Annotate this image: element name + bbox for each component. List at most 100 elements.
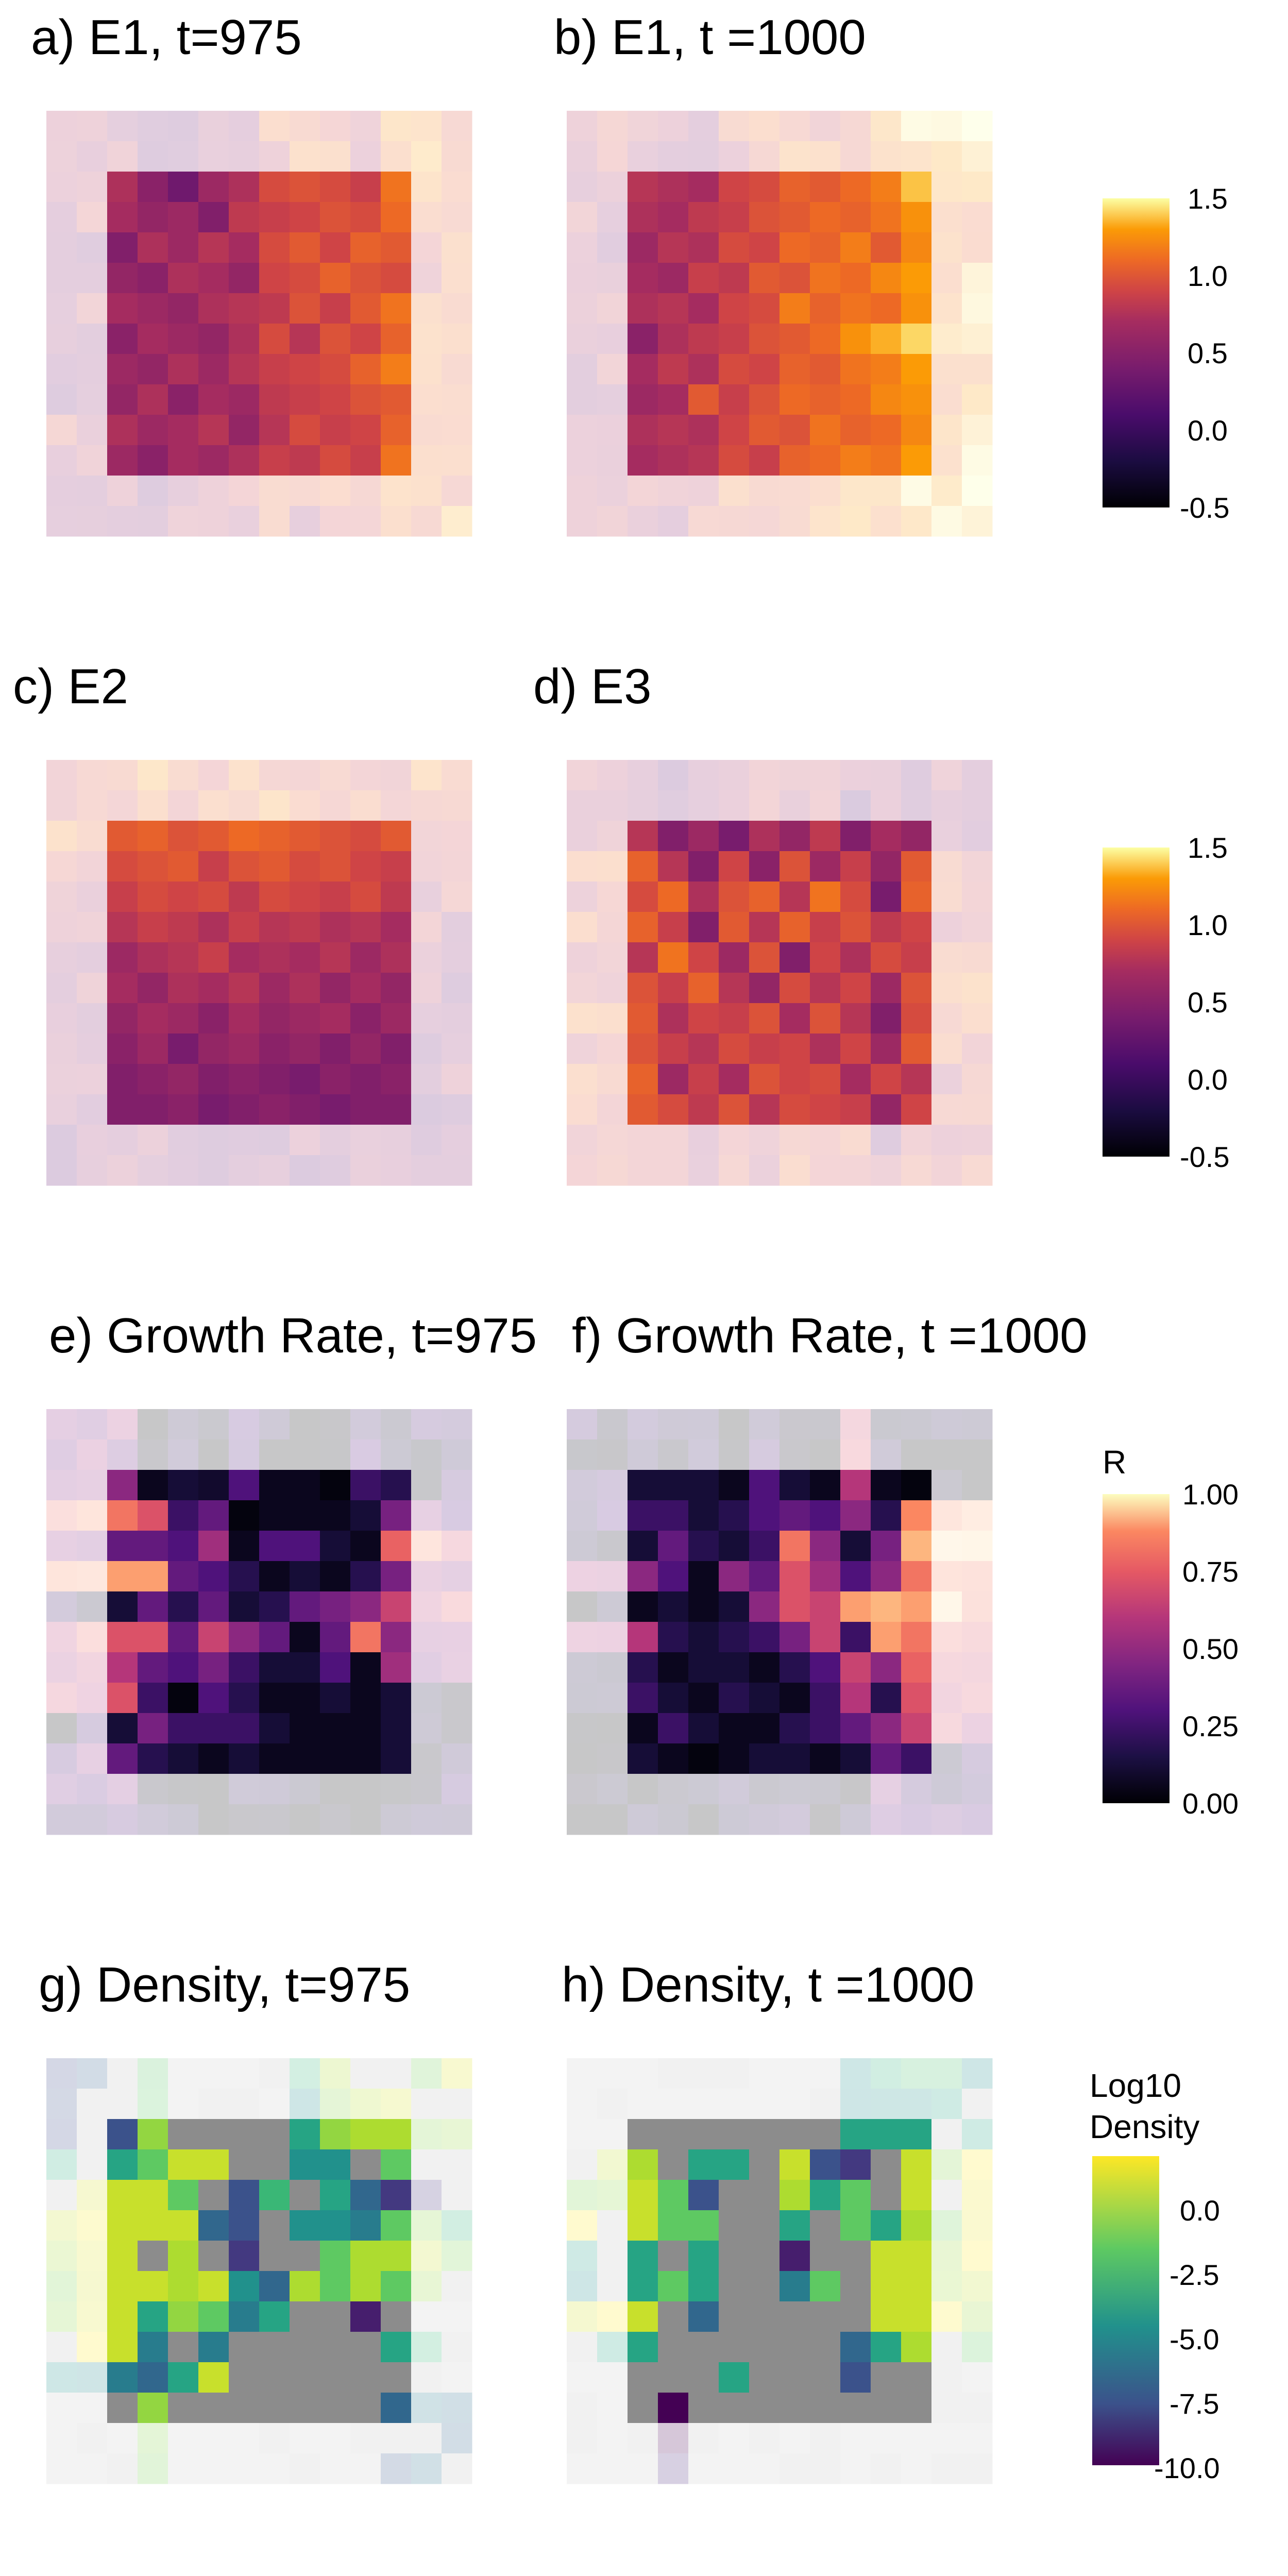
heatmap-border-cell (107, 476, 138, 506)
heatmap-cell (350, 1652, 381, 1683)
heatmap-cell (749, 232, 780, 263)
heatmap-border-cell (77, 1470, 108, 1501)
heatmap-cell (688, 202, 719, 233)
heatmap-border-cell (350, 111, 381, 142)
heatmap-cell (810, 1561, 841, 1592)
heatmap-border-cell (411, 1500, 442, 1531)
heatmap-border-cell (597, 202, 628, 233)
heatmap-border-cell (962, 1774, 993, 1805)
heatmap-border-cell (77, 354, 108, 385)
heatmap-border-cell (871, 1155, 902, 1186)
heatmap-border-cell (749, 111, 780, 142)
heatmap-cell (749, 2241, 780, 2272)
heatmap-border-cell (46, 1591, 77, 1622)
heatmap-border-cell (77, 232, 108, 263)
heatmap-border-cell (77, 111, 108, 142)
heatmap-cell (749, 1500, 780, 1531)
heatmap-cell (381, 1500, 412, 1531)
heatmap-cell (688, 882, 719, 912)
heatmap-cell (350, 2362, 381, 2393)
heatmap-border-cell (931, 2180, 962, 2211)
heatmap-cell (229, 232, 260, 263)
heatmap-cell (628, 172, 658, 202)
heatmap-cell (688, 2180, 719, 2211)
heatmap-border-cell (719, 790, 750, 821)
heatmap-cell (779, 202, 810, 233)
heatmap-border-cell (901, 2058, 932, 2089)
heatmap-border-cell (411, 1652, 442, 1683)
heatmap-cell (350, 2393, 381, 2424)
heatmap-cell (749, 415, 780, 446)
heatmap-cell (810, 1531, 841, 1562)
heatmap-border-cell (597, 2423, 628, 2454)
heatmap-cell (381, 1683, 412, 1714)
heatmap-border-cell (77, 1713, 108, 1744)
heatmap-cell (259, 415, 290, 446)
heatmap-border-cell (46, 973, 77, 1004)
heatmap-border-cell (46, 1774, 77, 1805)
heatmap-cell (290, 2149, 320, 2180)
heatmap-cell (350, 1033, 381, 1064)
heatmap-border-cell (901, 506, 932, 537)
heatmap-border-cell (931, 1155, 962, 1186)
heatmap-cell (779, 1561, 810, 1592)
heatmap-border-cell (567, 324, 598, 354)
heatmap-cell (168, 1713, 199, 1744)
heatmap-border-cell (962, 912, 993, 943)
heatmap-border-cell (597, 1531, 628, 1562)
heatmap-border-cell (749, 2089, 780, 2120)
heatmap-border-cell (138, 506, 168, 537)
heatmap-border-cell (138, 1774, 168, 1805)
heatmap-border-cell (411, 384, 442, 415)
heatmap-border-cell (567, 821, 598, 852)
heatmap-cell (107, 354, 138, 385)
heatmap-cell (198, 2241, 229, 2272)
heatmap-cell (628, 202, 658, 233)
heatmap-border-cell (77, 263, 108, 294)
heatmap-cell (229, 1683, 260, 1714)
heatmap-cell (381, 1561, 412, 1592)
heatmap-cell (688, 851, 719, 882)
heatmap-cell (320, 973, 351, 1004)
heatmap-cell (107, 1033, 138, 1064)
heatmap-border-cell (962, 1622, 993, 1653)
heatmap-cell (320, 821, 351, 852)
heatmap-border-cell (628, 1439, 658, 1470)
heatmap-cell (381, 882, 412, 912)
heatmap-cell (290, 1561, 320, 1592)
heatmap-border-cell (840, 2089, 871, 2120)
heatmap-cell (628, 293, 658, 324)
heatmap-cell (719, 1064, 750, 1095)
heatmap-cell (628, 2119, 658, 2150)
heatmap-border-cell (46, 1622, 77, 1653)
heatmap-cell (168, 973, 199, 1004)
legend-density-tick-0: 0.0 (1180, 2194, 1220, 2227)
heatmap-cell (719, 973, 750, 1004)
heatmap-cell (381, 1003, 412, 1034)
heatmap-border-cell (411, 851, 442, 882)
heatmap-border-cell (597, 882, 628, 912)
heatmap-border-cell (931, 1531, 962, 1562)
heatmap-cell (381, 1064, 412, 1095)
heatmap-cell (138, 2180, 168, 2211)
heatmap-border-cell (901, 2453, 932, 2484)
heatmap-cell (871, 2149, 902, 2180)
heatmap-cell (871, 1033, 902, 1064)
heatmap-border-cell (381, 1774, 412, 1805)
heatmap-border-cell (628, 1774, 658, 1805)
heatmap-cell (259, 1622, 290, 1653)
heatmap-border-cell (138, 2453, 168, 2484)
heatmap-cell (168, 1470, 199, 1501)
heatmap-cell (107, 1713, 138, 1744)
heatmap-border-cell (138, 111, 168, 142)
heatmap-cell (320, 232, 351, 263)
panel-title-d: d) E3 (533, 659, 651, 714)
heatmap-border-cell (597, 384, 628, 415)
heatmap-border-cell (962, 1531, 993, 1562)
heatmap-cell (320, 1622, 351, 1653)
heatmap-cell (320, 2362, 351, 2393)
heatmap-border-cell (46, 141, 77, 172)
heatmap-cell (229, 445, 260, 476)
heatmap-cell (719, 1561, 750, 1592)
heatmap-border-cell (77, 1003, 108, 1034)
